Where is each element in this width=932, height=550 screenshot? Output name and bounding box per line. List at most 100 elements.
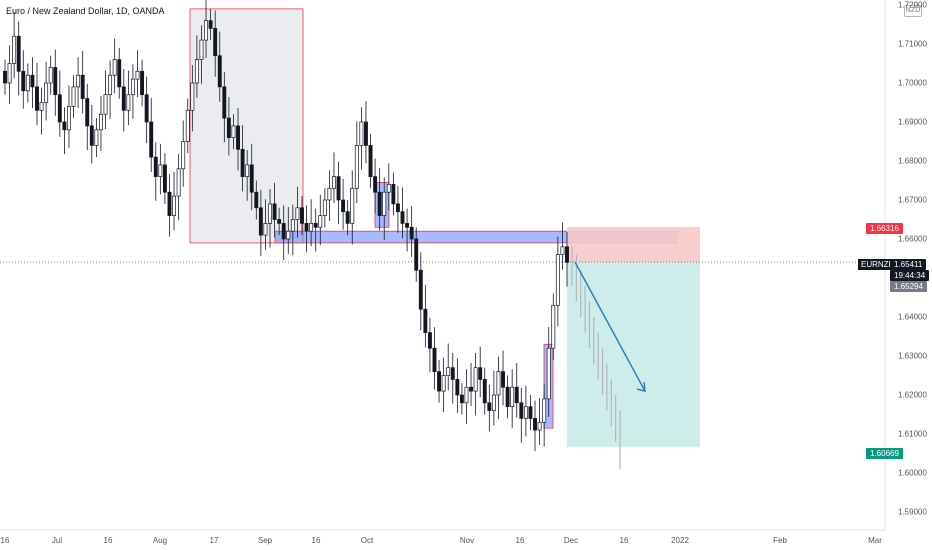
candle-body [12, 35, 17, 64]
candle-body [313, 223, 318, 228]
candle-body [194, 59, 199, 84]
candle-body [99, 113, 103, 131]
price-axis-label: 1.59000 [898, 507, 927, 517]
currency-badge[interactable]: NZD [904, 5, 922, 17]
candle-body [245, 164, 250, 177]
candle-body [231, 125, 236, 138]
last-price-tag: 1.65411 [890, 259, 927, 270]
time-axis-label: 17 [209, 536, 219, 545]
candle-body [377, 191, 382, 216]
candle-body [190, 82, 195, 111]
candle-body [71, 86, 76, 107]
candle-body [130, 78, 135, 96]
candle-body [487, 402, 492, 411]
price-axis-label: 1.64000 [898, 312, 927, 322]
candle-body [222, 86, 227, 119]
candle-body [446, 367, 451, 376]
price-axis-label: 1.61000 [898, 429, 927, 439]
time-axis-label: Nov [459, 536, 475, 545]
candle-body [409, 226, 414, 240]
symbol-tag: EURNZD [858, 259, 898, 270]
zone-target-zone-5 [567, 262, 700, 447]
candle-body [85, 98, 90, 127]
candle-body [167, 191, 172, 216]
candle-body [386, 184, 391, 193]
candle-body [126, 94, 131, 111]
time-axis-label: Dec [563, 536, 579, 545]
candle-body [53, 67, 58, 96]
price-axis-label: 1.67000 [898, 195, 927, 205]
candle-body [359, 121, 364, 146]
candle-body [117, 59, 122, 88]
time-axis-label: Oct [360, 536, 374, 545]
candle-body [523, 406, 528, 419]
candle-body [528, 406, 533, 419]
candle-body [67, 106, 71, 131]
candle-body [450, 367, 455, 380]
candle-body [172, 195, 177, 216]
candle-body [542, 398, 547, 423]
time-axis-label: Aug [152, 536, 168, 545]
candle-body [25, 74, 30, 92]
candle-body [263, 223, 268, 236]
candle-body [57, 94, 62, 123]
symbol-title[interactable]: Euro / New Zealand Dollar, 1D, OANDA [6, 6, 165, 16]
price-axis-label: 1.70000 [898, 78, 927, 88]
candle-body [551, 304, 556, 349]
candle-body [21, 70, 26, 92]
trade-arrow-head [636, 382, 646, 393]
candle-body [48, 67, 53, 84]
candle-body [336, 176, 341, 201]
candle-body [277, 219, 282, 224]
candle-body [427, 332, 432, 349]
price-axis-label: 1.62000 [898, 390, 927, 400]
candle-body [112, 59, 117, 76]
entry-price-tag: 1.65294 [890, 281, 927, 292]
candle-body [226, 117, 231, 138]
candle-body [418, 269, 423, 310]
candle-body [327, 187, 332, 201]
zone-stop-zone-4 [567, 226, 700, 263]
candle-body [395, 203, 400, 213]
candle-body [272, 203, 277, 220]
candle-body [482, 379, 487, 404]
candle-body [565, 246, 569, 263]
candle-body [44, 82, 49, 103]
candle-body [350, 187, 355, 224]
candle-body [158, 164, 163, 177]
candle-body [464, 386, 469, 404]
candle-body [400, 211, 405, 224]
trade-arrow-line [574, 261, 646, 392]
candle-body [103, 94, 108, 115]
price-axis-label: 1.69000 [898, 117, 927, 127]
candle-body [89, 125, 94, 146]
time-axis-label: 16 [311, 536, 321, 545]
candle-body [533, 418, 537, 431]
candle-body [3, 70, 7, 84]
candle-body [437, 371, 442, 392]
candle-body [7, 63, 12, 84]
candle-body [94, 129, 99, 146]
candle-body [204, 20, 208, 41]
candle-body [491, 394, 496, 411]
stop-price-tag: 1.66316 [866, 223, 903, 234]
candle-body [176, 168, 181, 197]
candle-body [140, 70, 145, 96]
candle-body [135, 70, 140, 80]
candle-body [373, 176, 378, 193]
price-axis-label: 1.72000 [898, 0, 927, 10]
candle-body [473, 367, 478, 392]
candle-body [546, 347, 551, 400]
candle-body [236, 125, 240, 150]
candle-body [290, 219, 295, 232]
candle-body [432, 347, 437, 372]
candle-body [304, 223, 309, 232]
price-axis-label: 1.66000 [898, 234, 927, 244]
candle-body [441, 375, 446, 392]
candle-body [300, 207, 304, 224]
price-axis-label: 1.68000 [898, 156, 927, 166]
candle-body [469, 386, 473, 392]
candle-body [510, 386, 515, 408]
